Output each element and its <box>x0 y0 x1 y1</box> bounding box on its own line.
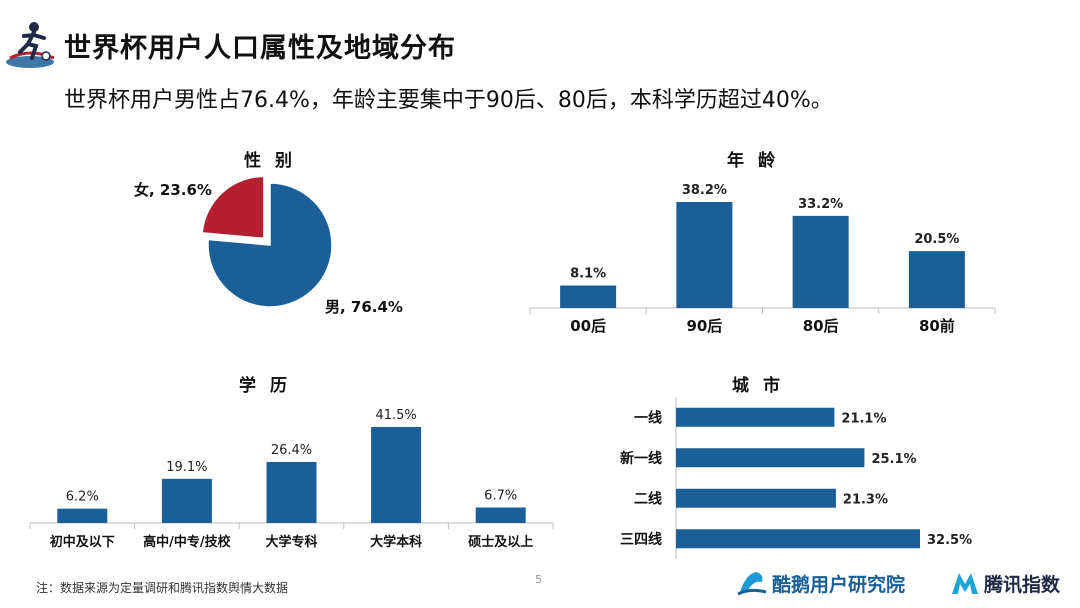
tick-label: 80前 <box>919 317 955 335</box>
data-label: 6.7% <box>484 489 517 504</box>
gender-chart-title: 性 别 <box>244 151 296 171</box>
bar <box>475 507 526 523</box>
page-subtitle: 世界杯用户男性占76.4%，年龄主要集中于90后、80后，本科学历超过40%。 <box>64 88 833 113</box>
page-number: 5 <box>535 573 542 586</box>
tick-label: 一线 <box>634 409 662 426</box>
bar <box>161 478 212 523</box>
city-bar-chart: 21.1% 一线 25.1% 新一线 21.3% 二线 32.5% 三四线 <box>620 397 972 559</box>
tick-label: 80后 <box>803 317 839 335</box>
tick-label: 二线 <box>634 490 662 507</box>
tick-label: 三四线 <box>620 531 662 548</box>
source-note: 注：数据来源为定量调研和腾讯指数舆情大数据 <box>36 581 289 595</box>
bar <box>676 202 733 308</box>
tick-label: 00后 <box>570 317 606 335</box>
data-label: 33.2% <box>798 197 843 212</box>
bar <box>908 251 965 308</box>
data-label: 25.1% <box>871 452 916 467</box>
bar <box>676 448 865 468</box>
data-label: 19.1% <box>166 460 207 475</box>
city-chart-title: 城 市 <box>732 376 784 396</box>
bar <box>676 407 835 427</box>
tick-label: 大学本科 <box>370 534 422 550</box>
data-label: 21.1% <box>841 411 886 426</box>
data-label: 32.5% <box>927 533 972 548</box>
data-label: 38.2% <box>682 183 727 198</box>
data-label: 26.4% <box>271 443 312 458</box>
soccer-player-icon <box>6 22 55 68</box>
bar <box>57 508 108 523</box>
tick-label: 新一线 <box>620 450 662 467</box>
bar <box>371 427 422 523</box>
pie-slice-male <box>207 182 333 308</box>
tick-label: 硕士及以上 <box>468 534 533 550</box>
data-label: 6.2% <box>66 490 99 505</box>
tick-label: 高中/中专/技校 <box>143 534 231 550</box>
tick-label: 初中及以下 <box>50 534 115 550</box>
brand-kuee-name: 酷鹅用户研究院 <box>772 573 906 596</box>
age-chart-title: 年 龄 <box>727 151 779 171</box>
data-label: 41.5% <box>375 408 416 423</box>
bar <box>676 488 836 508</box>
tick-label: 90后 <box>686 317 722 335</box>
tencent-index-logo-icon <box>952 573 978 594</box>
data-label: 21.3% <box>843 492 888 507</box>
bar <box>560 285 617 308</box>
data-label-female: 女, 23.6% <box>134 181 212 199</box>
brand-kuee: 酷鹅用户研究院 <box>736 566 905 600</box>
penguin-logo-icon <box>737 572 767 596</box>
tick-label: 大学专科 <box>265 534 317 550</box>
education-chart-title: 学 历 <box>239 376 291 396</box>
gender-pie-chart: 男, 76.4% 女, 23.6% <box>134 175 403 316</box>
data-label: 20.5% <box>914 232 959 247</box>
age-bar-chart: 8.1% 00后 38.2% 90后 33.2% 80后 20.5% 80前 <box>529 183 996 335</box>
education-bar-chart: 6.2% 初中及以下 19.1% 高中/中专/技校 26.4% 大学专科 41.5% 大学本科… <box>29 408 554 550</box>
bar <box>266 461 317 523</box>
pie-slice-female <box>201 175 265 240</box>
brand-tencent-index: 腾讯指数 <box>950 566 1060 600</box>
bar <box>792 215 849 308</box>
bar <box>676 529 920 549</box>
page-title: 世界杯用户人口属性及地域分布 <box>64 33 456 64</box>
brand-tencent-index-name: 腾讯指数 <box>984 573 1061 596</box>
data-label-male: 男, 76.4% <box>325 298 403 316</box>
data-label: 8.1% <box>570 267 606 282</box>
